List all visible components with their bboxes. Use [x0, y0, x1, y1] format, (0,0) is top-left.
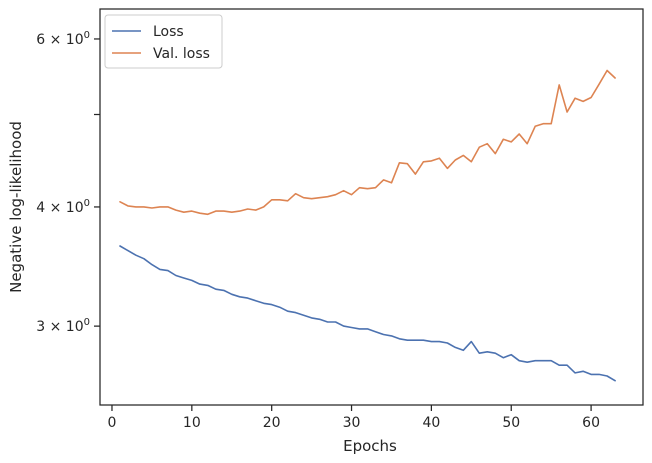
y-tick-label: 4 × 100 — [36, 198, 90, 216]
y-tick-label: 6 × 100 — [36, 30, 90, 48]
x-tick-label: 0 — [108, 415, 117, 431]
x-tick-label: 10 — [183, 415, 201, 431]
x-axis-ticks: 0 10 20 30 40 50 60 — [108, 405, 600, 431]
x-tick-label: 20 — [263, 415, 281, 431]
x-tick-label: 60 — [582, 415, 600, 431]
x-tick-label: 50 — [502, 415, 520, 431]
legend-label-loss: Loss — [153, 24, 184, 40]
series-line-val-loss — [119, 69, 616, 216]
legend-box — [104, 14, 223, 69]
x-axis-label: Epochs — [343, 437, 397, 455]
legend: Loss Val. loss — [104, 14, 223, 69]
series-line-loss — [119, 245, 616, 382]
x-tick-label: 30 — [343, 415, 361, 431]
series-layer — [119, 69, 616, 382]
y-axis-label: Negative log-likelihood — [7, 121, 25, 293]
plot-area-frame — [99, 8, 644, 406]
x-tick-label: 40 — [422, 415, 440, 431]
y-axis-ticks: 3 × 100 4 × 100 6 × 100 — [36, 30, 100, 335]
legend-label-val-loss: Val. loss — [153, 46, 210, 62]
y-tick-label: 3 × 100 — [36, 317, 90, 335]
